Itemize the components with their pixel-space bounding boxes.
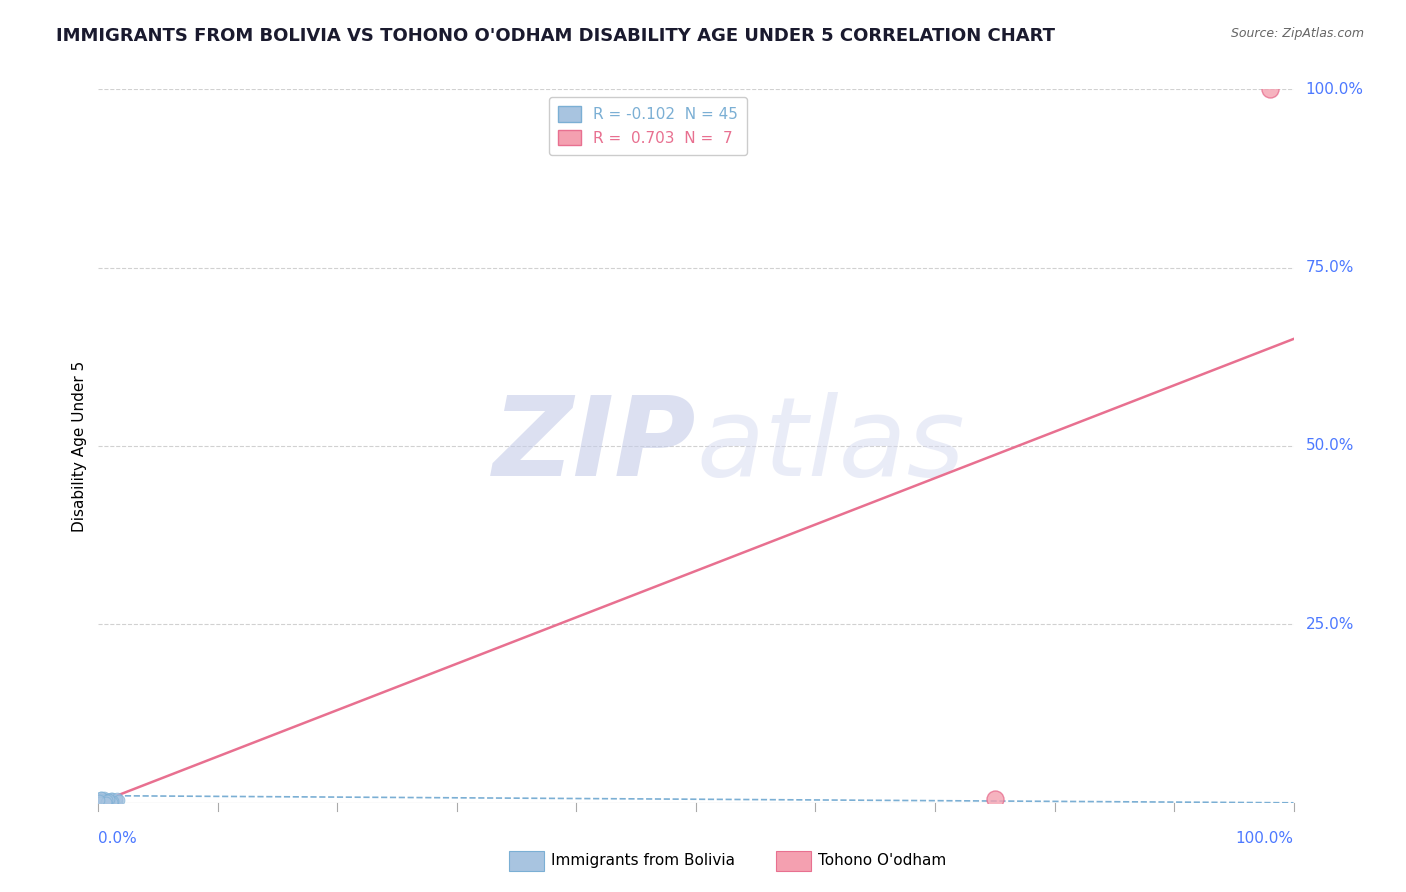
Point [98, 793, 121, 807]
Point [94, 792, 117, 806]
Text: Tohono O'odham: Tohono O'odham [818, 854, 946, 868]
Point [96, 795, 118, 809]
Text: Immigrants from Bolivia: Immigrants from Bolivia [551, 854, 735, 868]
Point [101, 791, 124, 805]
Point [93, 790, 115, 805]
Point [101, 795, 124, 809]
Text: 0.0%: 0.0% [98, 831, 138, 847]
Point [105, 790, 128, 805]
Point [97, 793, 120, 807]
Point [89, 795, 111, 809]
Point [105, 793, 128, 807]
Point [101, 794, 124, 808]
Point [96, 794, 118, 808]
Point [100, 795, 122, 809]
Point [89, 792, 111, 806]
Point [96, 794, 118, 808]
Point [94, 791, 117, 805]
Y-axis label: Disability Age Under 5: Disability Age Under 5 [72, 360, 87, 532]
Point [983, 792, 1005, 806]
Point [91, 796, 114, 810]
Text: IMMIGRANTS FROM BOLIVIA VS TOHONO O'ODHAM DISABILITY AGE UNDER 5 CORRELATION CHA: IMMIGRANTS FROM BOLIVIA VS TOHONO O'ODHA… [56, 27, 1056, 45]
Point [90, 794, 112, 808]
Point [90, 790, 112, 805]
Text: 50.0%: 50.0% [1305, 439, 1354, 453]
Point [94, 796, 117, 810]
Point [89, 793, 111, 807]
Text: atlas: atlas [696, 392, 965, 500]
Point [89, 793, 111, 807]
Point [90, 794, 112, 808]
Text: ZIP: ZIP [492, 392, 696, 500]
Point [1258, 82, 1281, 96]
Point [93, 795, 115, 809]
Text: 75.0%: 75.0% [1305, 260, 1354, 275]
Point [90, 790, 112, 805]
Point [98, 796, 121, 810]
Point [98, 791, 121, 805]
Point [90, 793, 112, 807]
Point [96, 793, 118, 807]
Point [96, 795, 118, 809]
Point [100, 791, 122, 805]
Point [93, 792, 115, 806]
Point [96, 793, 118, 807]
Point [93, 795, 115, 809]
Point [96, 792, 118, 806]
Text: Source: ZipAtlas.com: Source: ZipAtlas.com [1230, 27, 1364, 40]
Point [89, 791, 111, 805]
Point [97, 794, 120, 808]
Text: 25.0%: 25.0% [1305, 617, 1354, 632]
Point [98, 794, 121, 808]
Point [89, 792, 111, 806]
Point [98, 796, 121, 810]
Legend: R = -0.102  N = 45, R =  0.703  N =  7: R = -0.102 N = 45, R = 0.703 N = 7 [548, 97, 748, 155]
Point [101, 795, 124, 809]
Point [107, 795, 129, 809]
Text: 100.0%: 100.0% [1236, 831, 1294, 847]
Point [98, 794, 121, 808]
Point [97, 791, 120, 805]
Text: 100.0%: 100.0% [1305, 82, 1364, 96]
Point [108, 793, 131, 807]
